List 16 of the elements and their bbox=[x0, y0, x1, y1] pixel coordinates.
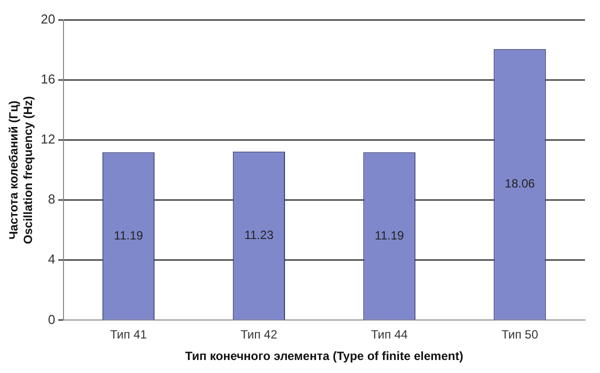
x-axis-title: Тип конечного элемента (Type of finite element) bbox=[185, 349, 464, 364]
x-tick-label: Тип 44 bbox=[371, 328, 408, 342]
x-tick-label: Тип 42 bbox=[240, 328, 278, 342]
y-tick-label: 0 bbox=[48, 312, 56, 327]
x-tick-label: Тип 50 bbox=[501, 328, 538, 342]
y-tick-label: 8 bbox=[48, 192, 56, 207]
x-tick-label: Тип 41 bbox=[110, 328, 148, 342]
y-tick-label: 12 bbox=[40, 132, 56, 147]
data-label: 11.23 bbox=[244, 228, 274, 242]
y-axis-title: Частота колебаний (Гц) Oscillation frequency (Hz) bbox=[6, 96, 35, 244]
data-label: 11.19 bbox=[114, 228, 144, 242]
y-tick-label: 20 bbox=[40, 12, 56, 27]
data-label: 11.19 bbox=[374, 228, 404, 242]
y-tick-label: 4 bbox=[48, 252, 56, 267]
y-tick-label: 16 bbox=[40, 72, 56, 87]
data-label: 18.06 bbox=[504, 176, 536, 191]
